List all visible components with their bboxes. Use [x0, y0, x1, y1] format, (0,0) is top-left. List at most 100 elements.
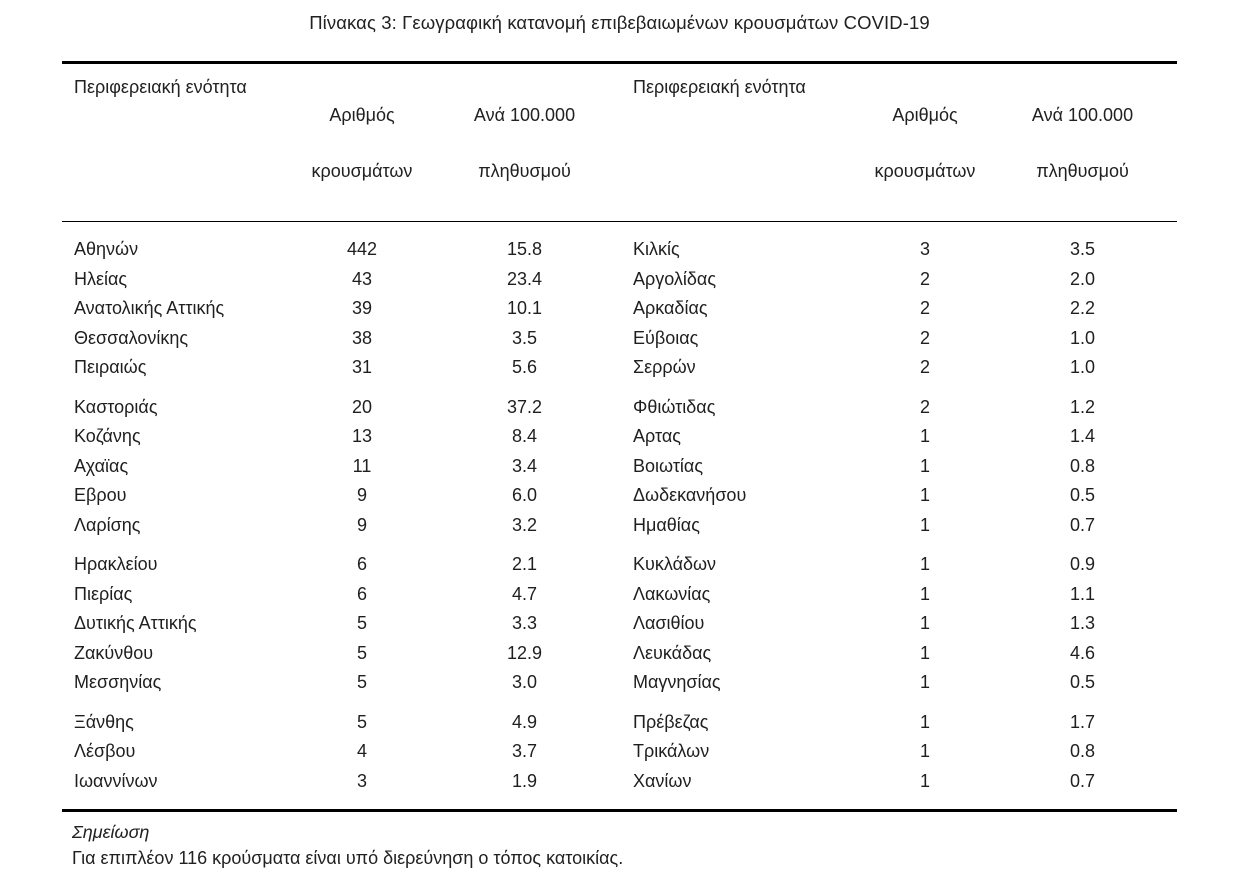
- per100k-cell: 2.2: [1069, 298, 1096, 318]
- region-cell: Κοζάνης: [74, 426, 141, 446]
- region-cell: Πρέβεζας: [633, 711, 709, 732]
- header-cases-left: Αριθμός κρουσμάτων: [292, 73, 432, 213]
- header-per100k-left-line1: Ανά 100.000: [473, 104, 576, 125]
- cases-cell: 5: [356, 613, 367, 633]
- per100k-cell: 5.6: [511, 357, 538, 377]
- cases-cell: 1: [919, 613, 930, 633]
- header-per100k-right-line1: Ανά 100.000: [1031, 104, 1134, 125]
- region-cell: Χανίων: [633, 770, 692, 791]
- per100k-cell: 1.1: [1069, 583, 1096, 604]
- per100k-cell: 1.2: [1069, 396, 1096, 417]
- region-cell: Λαρίσης: [74, 514, 141, 535]
- cases-cell: 1: [919, 485, 930, 505]
- table-row: Ηλείας 43 23.4 Αργολίδας 2 2.0: [62, 265, 1177, 295]
- cases-cell: 1: [919, 672, 930, 692]
- per100k-cell: 1.0: [1069, 357, 1096, 377]
- per100k-cell: 0.8: [1069, 741, 1096, 761]
- per100k-cell: 8.4: [511, 426, 538, 446]
- cases-cell: 5: [356, 711, 367, 732]
- cases-cell: 1: [919, 554, 930, 574]
- per100k-cell: 2.0: [1069, 268, 1096, 289]
- cases-cell: 9: [356, 485, 367, 505]
- cases-cell: 31: [351, 357, 373, 377]
- per100k-cell: 37.2: [506, 396, 543, 417]
- region-cell: Μεσσηνίας: [74, 672, 162, 692]
- region-cell: Φθιώτιδας: [633, 396, 716, 417]
- table-header-row: Περιφερειακή ενότητα Αριθμός κρουσμάτων …: [62, 73, 1177, 213]
- table-row: Αχαϊας 11 3.4 Βοιωτίας 1 0.8: [62, 452, 1177, 482]
- table-row: Ανατολικής Αττικής 39 10.1 Αρκαδίας 2 2.2: [62, 294, 1177, 324]
- per100k-cell: 10.1: [506, 298, 543, 318]
- covid-distribution-table: Περιφερειακή ενότητα Αριθμός κρουσμάτων …: [62, 61, 1177, 872]
- region-cell: Αρτας: [633, 426, 681, 446]
- cases-cell: 1: [919, 455, 930, 476]
- per100k-cell: 3.5: [511, 327, 538, 348]
- cases-cell: 43: [351, 268, 373, 289]
- table-row: Θεσσαλονίκης 38 3.5 Εύβοιας 2 1.0: [62, 324, 1177, 354]
- header-cases-right-line2: κρουσμάτων: [874, 160, 976, 181]
- table-row: Λαρίσης 9 3.2 Ημαθίας 1 0.7: [62, 511, 1177, 541]
- region-cell: Βοιωτίας: [633, 455, 704, 476]
- header-per100k-left-line2: πληθυσμού: [478, 160, 571, 181]
- region-cell: Ηρακλείου: [74, 554, 158, 574]
- cases-cell: 11: [352, 455, 372, 476]
- cases-cell: 3: [919, 239, 930, 259]
- per100k-cell: 4.6: [1069, 642, 1096, 663]
- cases-cell: 20: [351, 396, 373, 417]
- per100k-cell: 15.8: [506, 239, 543, 259]
- region-cell: Μαγνησίας: [633, 672, 721, 692]
- header-region-left: Περιφερειακή ενότητα: [74, 76, 247, 97]
- per100k-cell: 1.4: [1069, 426, 1096, 446]
- table-row: Καστοριάς 20 37.2 Φθιώτιδας 2 1.2: [62, 393, 1177, 423]
- cases-cell: 1: [919, 583, 930, 604]
- cases-cell: 2: [919, 396, 930, 417]
- per100k-cell: 3.2: [511, 514, 538, 535]
- table-row: Λέσβου 4 3.7 Τρικάλων 1 0.8: [62, 737, 1177, 767]
- region-cell: Λακωνίας: [633, 583, 711, 604]
- cases-cell: 39: [351, 298, 373, 318]
- per100k-cell: 0.7: [1069, 514, 1096, 535]
- region-cell: Λευκάδας: [633, 642, 712, 663]
- per100k-cell: 3.3: [511, 613, 538, 633]
- table-row: Δυτικής Αττικής 5 3.3 Λασιθίου 1 1.3: [62, 609, 1177, 639]
- per100k-cell: 1.7: [1069, 711, 1096, 732]
- cases-cell: 5: [356, 672, 367, 692]
- table-note: Σημείωση Για επιπλέον 116 κρούσματα είνα…: [62, 812, 1177, 872]
- note-label: Σημείωση: [72, 821, 150, 842]
- region-cell: Θεσσαλονίκης: [74, 327, 189, 348]
- cases-cell: 1: [919, 770, 930, 791]
- region-cell: Ζακύνθου: [74, 642, 154, 663]
- region-cell: Δωδεκανήσου: [633, 485, 747, 505]
- per100k-cell: 3.0: [511, 672, 538, 692]
- cases-cell: 6: [356, 554, 367, 574]
- region-cell: Αργολίδας: [633, 268, 717, 289]
- region-cell: Πιερίας: [74, 583, 133, 604]
- table-body: Αθηνών 442 15.8 Κιλκίς 3 3.5 Ηλείας 43 23.4 Αργολ…: [62, 222, 1177, 809]
- header-cases-left-line2: κρουσμάτων: [311, 160, 413, 181]
- table-row: Ηρακλείου 6 2.1 Κυκλάδων 1 0.9: [62, 550, 1177, 580]
- table-row: Εβρου 9 6.0 Δωδεκανήσου 1 0.5: [62, 481, 1177, 511]
- region-cell: Τρικάλων: [633, 741, 710, 761]
- region-cell: Αχαϊας: [74, 455, 129, 476]
- per100k-cell: 0.9: [1069, 554, 1096, 574]
- region-cell: Κιλκίς: [633, 239, 680, 259]
- note-text: Για επιπλέον 116 κρούσματα είναι υπό διε…: [72, 847, 624, 868]
- per100k-cell: 23.4: [506, 268, 543, 289]
- per100k-cell: 4.9: [511, 711, 538, 732]
- per100k-cell: 12.9: [506, 642, 543, 663]
- per100k-cell: 0.5: [1069, 485, 1096, 505]
- region-cell: Ιωαννίνων: [74, 770, 158, 791]
- per100k-cell: 0.8: [1069, 455, 1096, 476]
- cases-cell: 1: [919, 514, 930, 535]
- region-cell: Ξάνθης: [74, 711, 134, 732]
- header-bottom-rule: [62, 220, 1177, 222]
- region-cell: Εβρου: [74, 485, 127, 505]
- cases-cell: 442: [346, 239, 378, 259]
- region-cell: Ηλείας: [74, 268, 128, 289]
- region-cell: Πειραιώς: [74, 357, 147, 377]
- per100k-cell: 1.0: [1069, 327, 1096, 348]
- cases-cell: 13: [351, 426, 373, 446]
- region-cell: Δυτικής Αττικής: [74, 613, 197, 633]
- table-row: Ιωαννίνων 3 1.9 Χανίων 1 0.7: [62, 767, 1177, 797]
- region-cell: Αθηνών: [74, 239, 139, 259]
